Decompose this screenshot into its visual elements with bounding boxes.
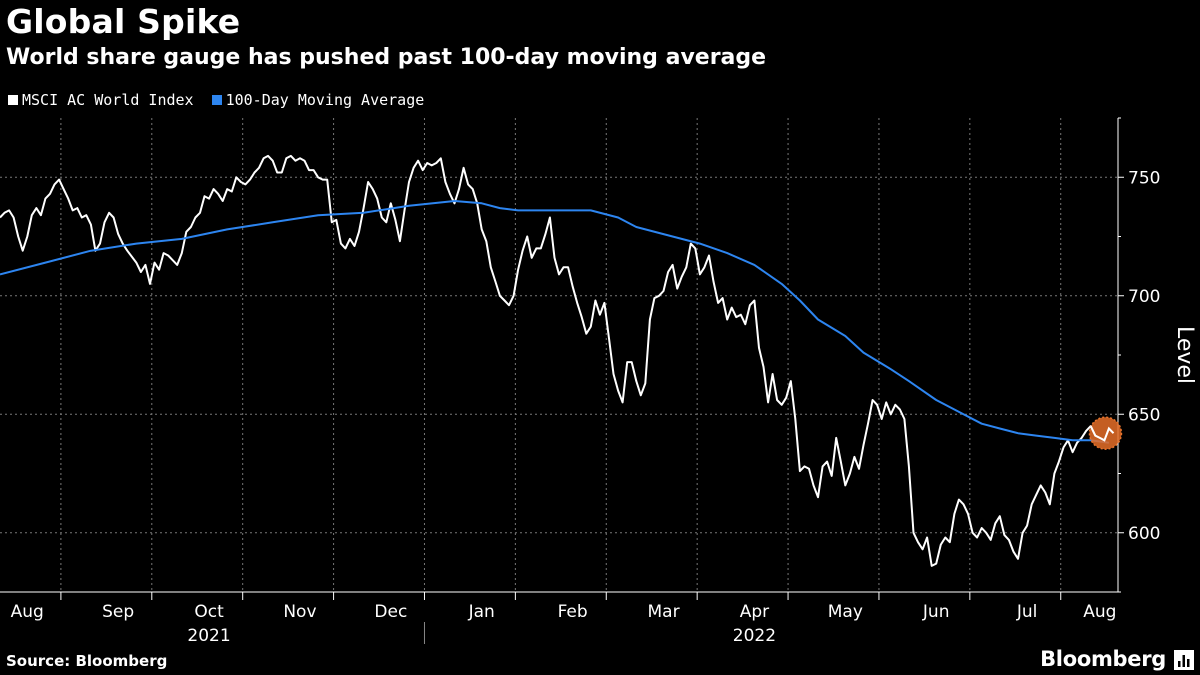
x-tick-label: Aug bbox=[11, 602, 44, 622]
series-line-msci-acwi bbox=[0, 154, 1115, 567]
source-note: Source: Bloomberg bbox=[6, 652, 168, 670]
year-label: 2021 bbox=[187, 626, 230, 646]
grid-lines bbox=[0, 118, 1118, 592]
y-tick-label: 750 bbox=[1128, 168, 1160, 188]
legend: MSCI AC World Index 100-Day Moving Avera… bbox=[8, 91, 424, 109]
x-tick-label: Jan bbox=[468, 602, 495, 622]
x-tick-label: Aug bbox=[1083, 602, 1116, 622]
legend-item-moving-average: 100-Day Moving Average bbox=[211, 91, 425, 109]
x-tick-label: Feb bbox=[558, 602, 588, 622]
y-tick-label: 650 bbox=[1128, 405, 1160, 425]
y-axis-label: Level bbox=[1172, 326, 1197, 384]
series-line-100-day-moving-average bbox=[0, 200, 1110, 444]
year-label: 2022 bbox=[733, 626, 776, 646]
legend-item-index: MSCI AC World Index bbox=[8, 91, 194, 109]
legend-swatch-moving-average bbox=[211, 95, 222, 105]
x-tick-label: May bbox=[828, 602, 863, 622]
highlight-marker bbox=[1088, 416, 1123, 450]
y-tick-label: 600 bbox=[1128, 524, 1160, 544]
y-tick-label: 700 bbox=[1128, 287, 1160, 307]
brand-logo: Bloomberg bbox=[1040, 647, 1166, 671]
legend-swatch-index bbox=[8, 95, 18, 105]
x-tick-label: Dec bbox=[374, 602, 407, 622]
chart-subtitle: World share gauge has pushed past 100-da… bbox=[6, 45, 767, 70]
chart-title: Global Spike bbox=[6, 2, 241, 41]
x-tick-label: Sep bbox=[102, 602, 134, 622]
series-layer bbox=[0, 154, 1115, 567]
legend-label-index: MSCI AC World Index bbox=[22, 91, 194, 109]
x-tick-label: Jun bbox=[922, 602, 950, 622]
x-tick-label: Oct bbox=[194, 602, 224, 622]
bloomberg-terminal-icon bbox=[1174, 650, 1194, 670]
x-tick-label: Nov bbox=[283, 602, 316, 622]
series-line-msci-acwi-tail bbox=[1089, 425, 1115, 442]
x-tick-label: Apr bbox=[740, 602, 769, 622]
x-tick-label: Jul bbox=[1016, 602, 1038, 622]
highlight-layer bbox=[1088, 416, 1123, 450]
axes: 600 650 700 750 Level Aug Sep Oct Nov Dec Jan Feb Ma… bbox=[0, 117, 1197, 646]
legend-label-moving-average: 100-Day Moving Average bbox=[225, 91, 425, 109]
x-tick-label: Mar bbox=[647, 602, 679, 622]
